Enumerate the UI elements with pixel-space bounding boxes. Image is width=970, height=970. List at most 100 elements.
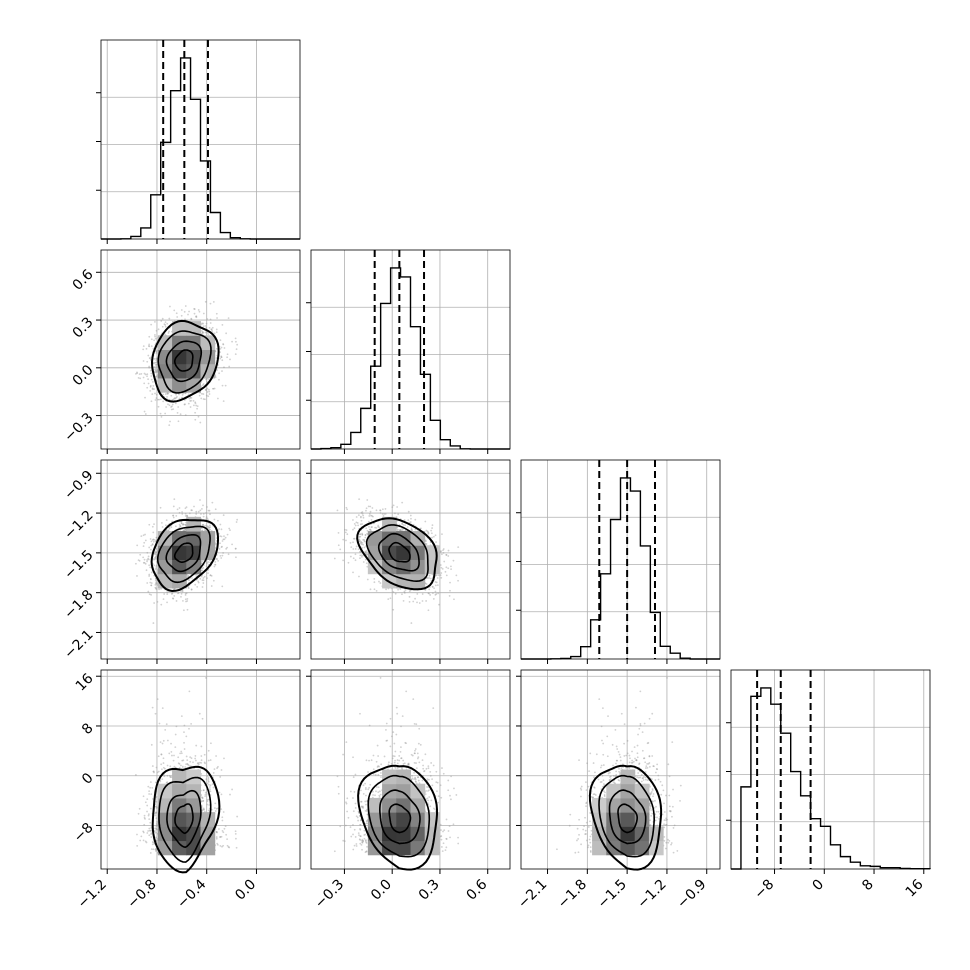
scatter-point-1-0-1504	[165, 406, 168, 408]
scatter-point-2-1-224	[408, 600, 411, 603]
scatter-point-1-0-446	[205, 378, 207, 381]
scatter-point-1-0-1432	[208, 393, 211, 395]
scatter-point-2-0-1200	[148, 573, 151, 576]
scatter-point-2-0-846	[209, 524, 211, 527]
scatter-point-1-0-3526	[215, 347, 218, 350]
scatter-point-1-0-1346	[213, 332, 216, 335]
scatter-point-1-0-3478	[144, 373, 147, 376]
scatter-point-1-0-3980	[176, 395, 178, 398]
scatter-point-2-0-2314	[150, 540, 153, 543]
scatter-point-1-0-3796	[171, 405, 173, 408]
scatter-point-2-1-1314	[394, 592, 397, 595]
scatter-point-2-0-1272	[219, 554, 222, 557]
ytick-label-1-3: 0.6	[70, 267, 97, 294]
scatter-point-2-0-2182	[150, 584, 153, 587]
scatter-point-2-0-1828	[152, 622, 155, 624]
scatter-point-2-1-992	[429, 577, 432, 580]
scatter-point-1-0-1974	[236, 343, 239, 346]
scatter-point-1-0-448	[219, 347, 222, 350]
scatter-point-2-1-966	[358, 498, 361, 501]
scatter-point-1-0-1078	[200, 397, 203, 400]
scatter-point-2-1-1460	[375, 589, 378, 592]
scatter-point-1-0-3260	[201, 384, 204, 387]
scatter-point-2-0-2570	[227, 553, 230, 556]
scatter-point-1-0-1840	[208, 326, 211, 329]
scatter-point-2-0-3458	[155, 536, 158, 539]
scatter-point-1-0-492	[206, 391, 209, 393]
scatter-point-1-0-1422	[212, 301, 215, 303]
scatter-point-1-0-3122	[218, 372, 221, 375]
scatter-point-2-0-2268	[195, 510, 198, 513]
scatter-point-2-1-1554	[368, 513, 371, 515]
scatter-point-2-0-3332	[205, 516, 208, 518]
scatter-point-1-0-326	[200, 392, 203, 395]
scatter-point-2-0-2996	[159, 506, 162, 509]
scatter-point-2-0-0	[228, 527, 231, 530]
scatter-point-2-0-2974	[161, 526, 164, 528]
scatter-point-2-1-210	[352, 571, 354, 574]
scatter-point-1-0-1542	[154, 392, 156, 395]
scatter-point-2-0-1550	[171, 597, 174, 600]
scatter-point-1-0-820	[193, 404, 195, 407]
scatter-point-1-0-2656	[153, 358, 156, 360]
scatter-point-1-0-1104	[198, 394, 201, 397]
scatter-point-2-0-2192	[175, 600, 178, 602]
scatter-point-2-0-2826	[178, 511, 181, 514]
scatter-point-2-1-1234	[406, 526, 409, 528]
scatter-point-2-1-166	[358, 575, 360, 578]
scatter-point-1-0-1152	[221, 359, 224, 362]
scatter-point-2-0-888	[204, 524, 207, 527]
scatter-point-2-1-1146	[457, 546, 460, 549]
scatter-point-1-0-564	[174, 397, 177, 400]
scatter-point-2-1-1630	[397, 513, 400, 516]
ytick-label-2-1: −1.8	[61, 587, 96, 622]
scatter-point-2-0-3060	[177, 592, 180, 594]
scatter-point-1-0-3420	[155, 361, 158, 364]
scatter-point-2-1-1694	[361, 533, 364, 536]
scatter-point-1-0-2960	[192, 399, 195, 402]
scatter-point-1-0-3550	[208, 390, 211, 393]
scatter-point-1-0-3942	[226, 353, 229, 356]
scatter-point-2-1-48	[392, 608, 395, 611]
corner-panels: −0.30.00.30.6−2.1−1.8−1.5−1.2−0.9−1.2 −0.…	[61, 39, 931, 912]
scatter-point-2-1-174	[366, 499, 369, 501]
scatter-point-2-0-3284	[183, 528, 186, 531]
scatter-point-2-1-1396	[342, 538, 345, 541]
scatter-point-1-0-3254	[156, 363, 158, 366]
scatter-point-2-0-1242	[214, 563, 216, 566]
scatter-point-2-0-1974	[236, 518, 239, 521]
scatter-point-2-0-3730	[226, 546, 229, 549]
scatter-point-1-0-592	[206, 318, 209, 320]
scatter-point-1-0-658	[166, 322, 169, 325]
scatter-point-1-0-3688	[216, 397, 219, 400]
scatter-point-1-0-3444	[146, 386, 149, 389]
scatter-point-2-0-3194	[149, 566, 152, 569]
scatter-point-2-0-2350	[220, 528, 223, 531]
scatter-point-2-0-3480	[221, 545, 223, 548]
scatter-point-1-0-226	[166, 393, 169, 395]
scatter-point-2-0-3514	[162, 598, 165, 600]
scatter-point-1-0-1620	[169, 305, 171, 308]
scatter-point-2-0-174	[199, 499, 201, 501]
scatter-point-2-0-3122	[218, 528, 221, 530]
scatter-point-1-0-3412	[216, 317, 218, 319]
density-cell-2-0-6-6	[186, 559, 201, 575]
scatter-point-1-0-3516	[164, 321, 167, 324]
scatter-point-1-0-852	[193, 312, 196, 315]
scatter-point-2-0-1214	[165, 519, 168, 522]
scatter-point-2-0-1952	[146, 560, 148, 563]
scatter-point-2-0-2456	[139, 553, 142, 556]
scatter-point-1-0-142	[148, 357, 151, 359]
scatter-point-1-0-2378	[153, 388, 155, 390]
scatter-point-1-0-1650	[194, 401, 197, 404]
scatter-point-1-0-3276	[209, 318, 212, 321]
scatter-point-2-0-3490	[152, 531, 155, 534]
scatter-point-2-0-448	[219, 523, 222, 526]
scatter-point-1-0-3080	[204, 398, 206, 401]
scatter-point-2-0-3404	[160, 603, 163, 606]
scatter-point-2-0-1556	[210, 585, 213, 587]
scatter-point-2-0-690	[147, 590, 150, 593]
scatter-point-2-0-966	[173, 498, 176, 501]
scatter-point-1-0-0	[228, 365, 231, 368]
scatter-point-1-0-648	[196, 407, 198, 410]
